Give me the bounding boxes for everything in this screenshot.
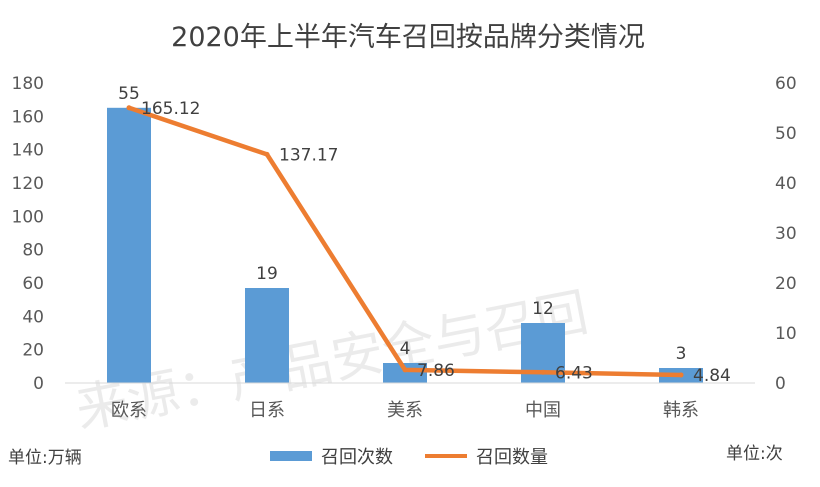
y-left-tick-label: 20 <box>22 341 44 361</box>
line-data-label: 7.86 <box>417 361 455 381</box>
bar <box>107 107 151 384</box>
x-axis: 欧系 日系 美系 中国 韩系 <box>111 400 699 421</box>
y-left-tick-label: 180 <box>12 74 44 94</box>
y-left-tick-label: 160 <box>12 107 44 127</box>
y-right-tick-label: 60 <box>775 74 797 94</box>
line-data-label: 4.84 <box>693 366 731 386</box>
bar-data-label: 3 <box>676 344 687 364</box>
y-left-tick-label: 80 <box>22 241 44 261</box>
y-right-tick-label: 0 <box>775 374 786 394</box>
y-left-tick-label: 40 <box>22 307 44 327</box>
legend-swatch-bar <box>270 451 312 461</box>
y-left-tick-label: 60 <box>22 274 44 294</box>
y-left-tick-label: 0 <box>33 374 44 394</box>
y-right-tick-label: 10 <box>775 324 797 344</box>
line-data-label: 137.17 <box>279 145 338 165</box>
y-right-tick-label: 50 <box>775 124 797 144</box>
bar-data-label: 12 <box>532 299 554 319</box>
y-right-tick-label: 30 <box>775 224 797 244</box>
chart-title: 2020年上半年汽车召回按品牌分类情况 <box>171 22 645 53</box>
bar-data-label: 4 <box>400 339 411 359</box>
y-left-tick-label: 100 <box>12 207 44 227</box>
legend-label-line: 召回数量 <box>476 447 548 468</box>
line-point <box>678 372 684 378</box>
line-data-label: 6.43 <box>555 363 593 383</box>
y-right-tick-label: 20 <box>775 274 797 294</box>
line-point <box>540 369 546 375</box>
line-data-label: 165.12 <box>141 99 200 119</box>
y-left-tick-label: 140 <box>12 141 44 161</box>
x-tick-label: 欧系 <box>111 400 147 421</box>
bar <box>245 288 289 383</box>
bar-data-label: 55 <box>118 84 140 104</box>
y-right-tick-label: 40 <box>775 174 797 194</box>
unit-left: 单位:万辆 <box>8 448 82 468</box>
y-axis-left: 0 20 40 60 80 100 120 140 160 180 <box>12 74 44 394</box>
x-tick-label: 韩系 <box>663 400 699 421</box>
y-left-tick-label: 120 <box>12 174 44 194</box>
line-point <box>126 105 132 111</box>
y-axis-right: 0 10 20 30 40 50 60 <box>775 74 797 394</box>
x-tick-label: 中国 <box>525 400 561 421</box>
line-point <box>264 151 270 157</box>
line-series: 165.12 137.17 7.86 6.43 4.84 <box>126 99 731 386</box>
legend: 召回次数 召回数量 <box>270 447 548 468</box>
x-tick-label: 日系 <box>249 400 285 421</box>
line-point <box>402 367 408 373</box>
x-tick-label: 美系 <box>387 400 423 421</box>
bar-data-label: 19 <box>256 264 278 284</box>
legend-label-bar: 召回次数 <box>321 447 393 468</box>
bar-series: 55 19 4 12 3 <box>107 84 703 384</box>
unit-right: 单位:次 <box>726 444 783 464</box>
